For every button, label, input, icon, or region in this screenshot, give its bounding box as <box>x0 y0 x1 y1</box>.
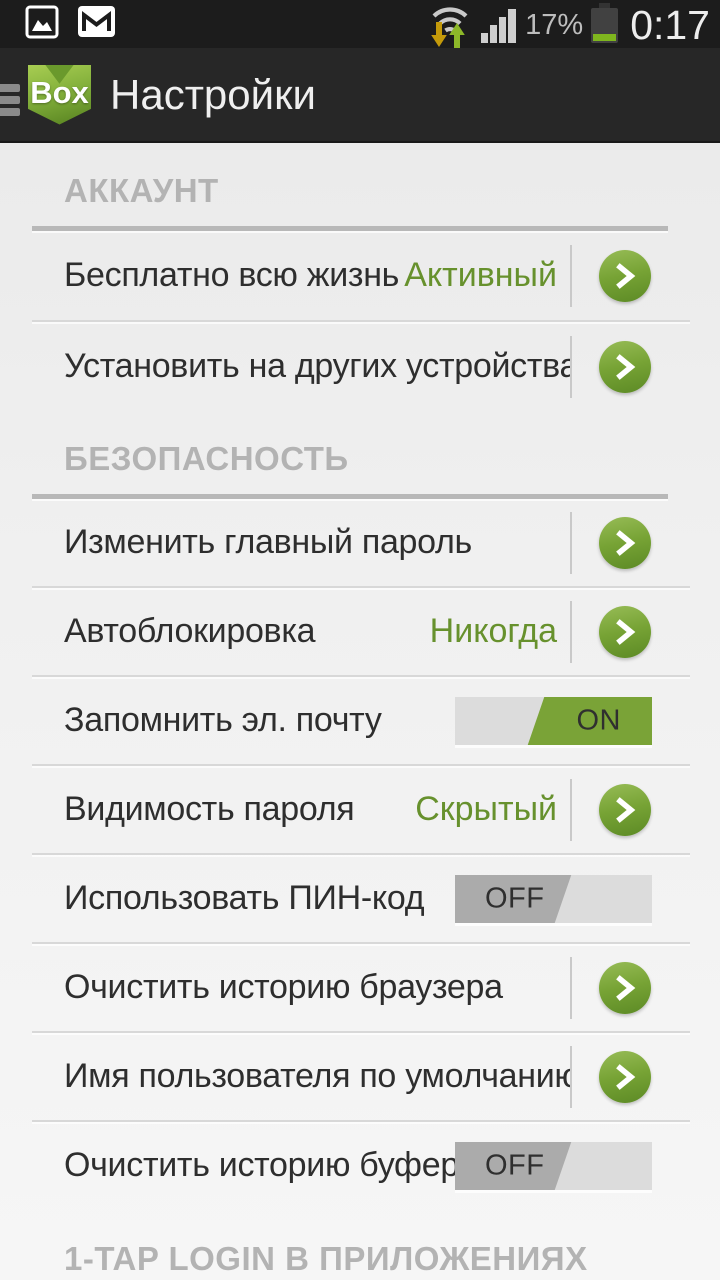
item-label: Установить на других устройствах <box>64 347 570 385</box>
list-item-clear-clipboard-history[interactable]: Очистить историю буфера.. OFF <box>0 1122 720 1209</box>
row-divider <box>32 1031 690 1033</box>
chevron-right-icon <box>616 1063 636 1090</box>
chevron-right-icon <box>616 618 636 645</box>
list-item-default-username[interactable]: Имя пользователя по умолчанию <box>0 1033 720 1120</box>
row-divider <box>32 764 690 766</box>
signal-strength-icon <box>481 8 517 48</box>
chevron-right-button[interactable] <box>599 516 651 569</box>
settings-list: АККАУНТ Бесплатно всю жизнь Активный Уст… <box>0 173 720 1277</box>
vertical-divider <box>570 1045 572 1108</box>
row-divider <box>32 1120 690 1122</box>
menu-icon[interactable] <box>0 84 20 116</box>
list-item-remember-email[interactable]: Запомнить эл. почту ON <box>0 677 720 764</box>
list-item-use-pin[interactable]: Использовать ПИН-код OFF <box>0 855 720 942</box>
wifi-up-arrow-icon <box>449 22 465 48</box>
item-value: Скрытый <box>415 790 557 828</box>
section-header-account: АККАУНТ <box>64 172 219 209</box>
item-label: Запомнить эл. почту <box>64 701 382 739</box>
toggle-state-label: OFF <box>485 1149 545 1181</box>
battery-icon <box>591 1 619 48</box>
wifi-down-arrow-icon <box>431 21 447 47</box>
chevron-right-icon <box>616 262 636 289</box>
row-divider <box>32 586 690 588</box>
chevron-right-button[interactable] <box>599 340 651 393</box>
chevron-right-button[interactable] <box>599 961 651 1014</box>
action-bar: Box Настройки <box>0 48 720 143</box>
clock: 0:17 <box>630 1 710 48</box>
item-label: Использовать ПИН-код <box>64 879 425 917</box>
list-item-password-visibility[interactable]: Видимость пароля Скрытый <box>0 766 720 853</box>
chevron-right-button[interactable] <box>599 605 651 658</box>
section-divider <box>32 226 668 231</box>
vertical-divider <box>570 335 572 398</box>
gmail-icon <box>78 6 115 42</box>
item-value: Никогда <box>429 612 557 650</box>
section-divider <box>32 494 668 499</box>
wifi-activity-icon <box>427 2 473 48</box>
chevron-right-icon <box>616 353 636 380</box>
vertical-divider <box>570 511 572 574</box>
list-item-lifetime-free[interactable]: Бесплатно всю жизнь Активный <box>0 231 720 320</box>
chevron-right-button[interactable] <box>599 249 651 302</box>
gallery-icon <box>24 4 60 45</box>
vertical-divider <box>570 778 572 841</box>
section-header-one-tap-login: 1-TAP LOGIN В ПРИЛОЖЕНИЯХ <box>64 1240 588 1277</box>
page-title: Настройки <box>110 70 316 118</box>
item-label: Автоблокировка <box>64 612 316 650</box>
app-logo: Box <box>28 64 91 125</box>
row-divider <box>32 675 690 677</box>
item-label: Бесплатно всю жизнь <box>64 256 400 294</box>
toggle-clear-clipboard[interactable]: OFF <box>455 1141 652 1190</box>
item-label: Имя пользователя по умолчанию <box>64 1057 570 1095</box>
status-bar: 17% 0:17 <box>0 0 720 48</box>
chevron-right-button[interactable] <box>599 783 651 836</box>
toggle-use-pin[interactable]: OFF <box>455 874 652 923</box>
chevron-right-icon <box>616 796 636 823</box>
list-item-change-master-password[interactable]: Изменить главный пароль <box>0 499 720 586</box>
battery-percent: 17% <box>525 8 584 41</box>
list-item-clear-browser-history[interactable]: Очистить историю браузера <box>0 944 720 1031</box>
chevron-right-icon <box>616 974 636 1001</box>
toggle-remember-email[interactable]: ON <box>455 696 652 745</box>
section-header-security: БЕЗОПАСНОСТЬ <box>64 440 349 477</box>
row-divider <box>32 320 690 322</box>
item-label: Изменить главный пароль <box>64 523 472 561</box>
toggle-state-label: OFF <box>485 882 545 914</box>
item-label: Очистить историю браузера <box>64 968 503 1006</box>
row-divider <box>32 942 690 944</box>
chevron-right-button[interactable] <box>599 1050 651 1103</box>
row-divider <box>32 853 690 855</box>
vertical-divider <box>570 244 572 307</box>
item-value: Активный <box>404 256 557 294</box>
toggle-state-label: ON <box>576 704 621 736</box>
item-label: Очистить историю буфера.. <box>64 1146 455 1184</box>
vertical-divider <box>570 956 572 1019</box>
vertical-divider <box>570 600 572 663</box>
list-item-autolock[interactable]: Автоблокировка Никогда <box>0 588 720 675</box>
chevron-right-icon <box>616 529 636 556</box>
item-label: Видимость пароля <box>64 790 355 828</box>
list-item-install-other-devices[interactable]: Установить на других устройствах <box>0 322 720 411</box>
box-logo-text: Box <box>30 74 89 110</box>
